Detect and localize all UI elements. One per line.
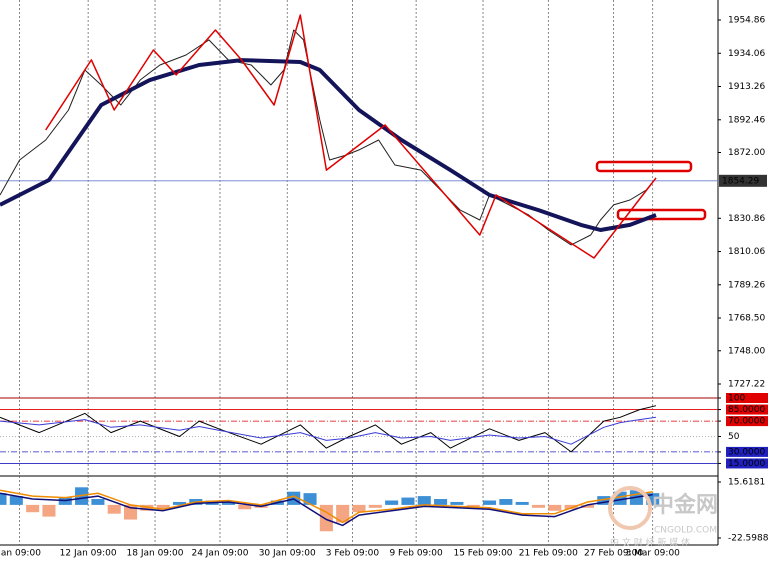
y-tick-label-box — [726, 393, 768, 403]
series-line — [0, 489, 653, 524]
y-tick-label: 1892.46 — [728, 115, 765, 125]
histogram-bar — [368, 504, 382, 508]
series-line — [0, 492, 653, 527]
x-tick-label: 27 Feb 09:00 — [584, 549, 643, 559]
y-tick-label: 85.0000 — [728, 405, 765, 415]
y-tick-label: 1872.00 — [728, 148, 765, 158]
x-tick-label: Jan 09:00 — [0, 549, 41, 559]
current-price-box — [719, 174, 767, 187]
y-tick-label: 70.0000 — [728, 417, 765, 427]
y-tick-label-box — [726, 416, 768, 427]
histogram-bar — [352, 504, 366, 513]
y-tick-label: 1810.06 — [728, 247, 765, 257]
x-tick-label: 9 Feb 09:00 — [389, 549, 443, 559]
y-tick-label: 1934.06 — [728, 49, 765, 59]
histogram-bar — [172, 501, 187, 505]
y-tick-label-box — [726, 404, 768, 415]
histogram-bar — [303, 493, 317, 505]
histogram-bar — [434, 499, 448, 505]
watermark-logo-icon — [608, 486, 652, 530]
histogram-bar — [9, 496, 23, 505]
x-tick-label: 3 Mar 09:00 — [626, 549, 681, 559]
histogram-bar — [26, 504, 40, 513]
histogram-bar — [0, 493, 7, 505]
x-tick-label: 15 Feb 09:00 — [453, 549, 512, 559]
histogram-bar — [319, 504, 333, 532]
series-line — [0, 416, 657, 445]
series-line — [0, 405, 657, 453]
histogram-bar — [580, 504, 594, 508]
y-tick-label: 1789.26 — [728, 280, 765, 290]
histogram-bar — [91, 499, 105, 505]
histogram-bar — [401, 497, 415, 505]
y-tick-label: 15.6181 — [728, 478, 765, 488]
histogram-bar — [156, 504, 170, 510]
y-tick-label-box — [726, 458, 768, 469]
x-tick-label: 24 Jan 09:00 — [191, 549, 248, 559]
y-tick-label: 15.0000 — [728, 459, 765, 469]
histogram-bar — [221, 501, 235, 505]
histogram-bar — [548, 504, 562, 511]
y-tick-label: 50 — [728, 432, 740, 442]
y-tick-label: 1768.50 — [728, 313, 765, 323]
current-price-label: 1854.29 — [722, 176, 759, 186]
x-tick-label: 12 Jan 09:00 — [60, 549, 117, 559]
histogram-bar — [450, 501, 464, 505]
x-tick-label: 21 Feb 09:00 — [519, 549, 578, 559]
histogram-bar — [483, 500, 497, 505]
y-tick-label: 1954.86 — [728, 16, 765, 26]
histogram-bar — [646, 493, 660, 505]
histogram-bar — [238, 504, 252, 510]
histogram-bar — [499, 499, 513, 505]
histogram-bar — [515, 501, 529, 505]
histogram-bar — [107, 504, 121, 514]
x-tick-label: 18 Jan 09:00 — [127, 549, 184, 559]
watermark: 中金网 CNGOLD.COM 中 文 财 经 新 媒 体 — [608, 486, 718, 549]
watermark-tagline: 中 文 财 经 新 媒 体 — [610, 537, 690, 549]
histogram-bar — [336, 504, 350, 523]
histogram-bar — [385, 500, 399, 505]
histogram-bar — [531, 504, 546, 508]
histogram-bar — [417, 496, 431, 505]
series-line — [0, 29, 657, 246]
y-tick-label: -22.5988 — [728, 533, 768, 543]
annotation-box — [616, 208, 707, 221]
y-tick-label-box — [726, 446, 768, 457]
x-tick-label: 3 Feb 09:00 — [326, 549, 380, 559]
series-line — [45, 14, 657, 259]
y-tick-label: 1727.22 — [728, 380, 765, 390]
histogram-bar — [466, 504, 480, 508]
histogram-bar — [42, 504, 56, 517]
y-tick-label: 30.0000 — [728, 447, 765, 457]
watermark-site: CNGOLD.COM — [654, 526, 717, 536]
y-tick-label: 100 — [728, 394, 745, 404]
y-tick-label: 1830.86 — [728, 214, 765, 224]
y-tick-label: 1748.00 — [728, 346, 765, 356]
histogram-bar — [597, 496, 611, 505]
annotation-box — [595, 160, 693, 173]
x-tick-label: 30 Jan 09:00 — [259, 549, 316, 559]
watermark-logo: 中金网 — [652, 492, 718, 518]
y-tick-label: 1913.26 — [728, 82, 765, 92]
series-line — [0, 58, 657, 232]
